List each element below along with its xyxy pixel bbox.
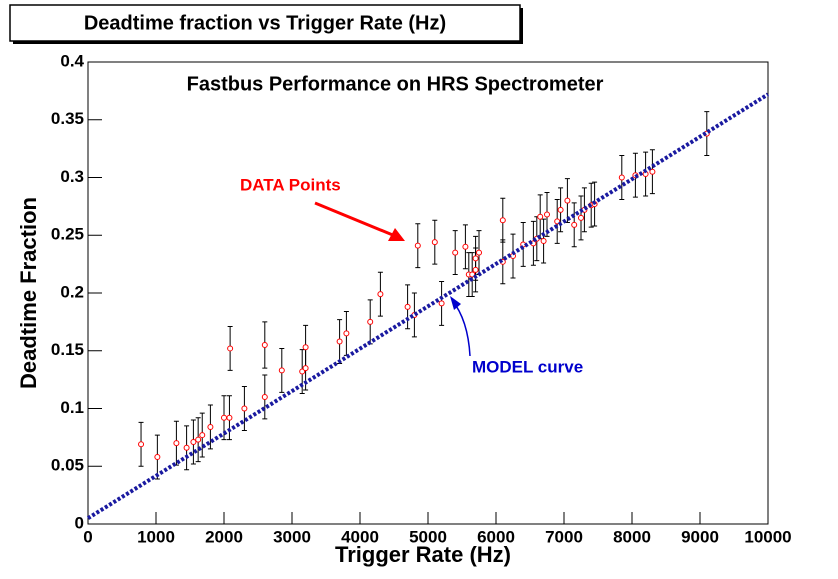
- x-axis-label: Trigger Rate (Hz): [335, 542, 511, 567]
- y-tick-label: 0.25: [51, 225, 84, 244]
- data-point: [564, 197, 571, 204]
- chart-title: Deadtime fraction vs Trigger Rate (Hz): [84, 12, 446, 34]
- data-point: [336, 338, 343, 345]
- data-point: [138, 441, 145, 448]
- model-curve: [86, 92, 770, 520]
- y-tick-label: 0.2: [60, 282, 84, 301]
- data-point: [414, 242, 421, 249]
- data-point: [649, 168, 656, 175]
- x-tick-label: 9000: [681, 527, 719, 546]
- annotation: MODEL curve: [472, 357, 583, 376]
- x-tick-label: 2000: [205, 527, 243, 546]
- y-tick-label: 0.3: [60, 167, 84, 186]
- x-tick-label: 3000: [273, 527, 311, 546]
- x-tick-label: 10000: [744, 527, 791, 546]
- data-point: [438, 300, 445, 307]
- annotation-arrow: [314, 201, 401, 240]
- y-axis-label: Deadtime Fraction: [16, 197, 41, 389]
- data-point: [183, 444, 190, 451]
- data-point: [343, 330, 350, 337]
- data-point: [431, 239, 438, 246]
- annotation: DATA Points: [240, 175, 341, 194]
- x-tick-label: 1000: [137, 527, 175, 546]
- data-point: [618, 174, 625, 181]
- data-point: [557, 206, 564, 213]
- data-point: [404, 303, 411, 310]
- y-tick-label: 0.15: [51, 340, 84, 359]
- data-point: [302, 365, 309, 372]
- data-point: [472, 266, 479, 273]
- y-tick-label: 0.05: [51, 456, 84, 475]
- data-point: [452, 249, 459, 256]
- x-tick-label: 7000: [545, 527, 583, 546]
- annotation-arrowhead: [388, 228, 405, 241]
- y-tick-label: 0.35: [51, 109, 84, 128]
- data-point: [226, 414, 233, 421]
- data-point: [302, 344, 309, 351]
- data-point: [462, 243, 469, 250]
- x-tick-label: 0: [83, 527, 92, 546]
- data-point: [544, 211, 550, 218]
- data-point: [571, 221, 578, 228]
- title-box: [9, 4, 521, 42]
- subtitle: Fastbus Performance on HRS Spectrometer: [187, 73, 604, 95]
- data-point: [173, 440, 180, 447]
- x-tick-label: 5000: [409, 527, 447, 546]
- data-point: [299, 368, 306, 375]
- data-point: [472, 255, 479, 262]
- x-tick-label: 6000: [477, 527, 515, 546]
- data-point: [540, 238, 547, 245]
- data-point: [195, 436, 202, 443]
- x-tick-label: 8000: [613, 527, 651, 546]
- data-point: [367, 318, 374, 325]
- data-point: [476, 249, 482, 256]
- data-point: [499, 217, 506, 224]
- data-point: [190, 438, 197, 445]
- data-point: [227, 345, 234, 352]
- y-tick-label: 0.1: [60, 398, 84, 417]
- data-point: [241, 405, 248, 412]
- data-point: [221, 414, 227, 421]
- data-point: [261, 341, 268, 348]
- x-tick-label: 4000: [341, 527, 379, 546]
- data-point: [154, 454, 161, 461]
- data-point: [278, 367, 285, 374]
- data-point: [537, 213, 544, 220]
- data-point: [578, 214, 584, 221]
- data-point: [199, 432, 206, 439]
- annotation-arrowhead: [450, 296, 461, 310]
- data-point: [261, 393, 268, 400]
- data-point: [377, 291, 384, 298]
- data-point: [207, 423, 214, 430]
- plot-frame: [87, 61, 769, 525]
- y-tick-label: 0: [75, 513, 84, 532]
- y-tick-label: 0.4: [60, 51, 84, 70]
